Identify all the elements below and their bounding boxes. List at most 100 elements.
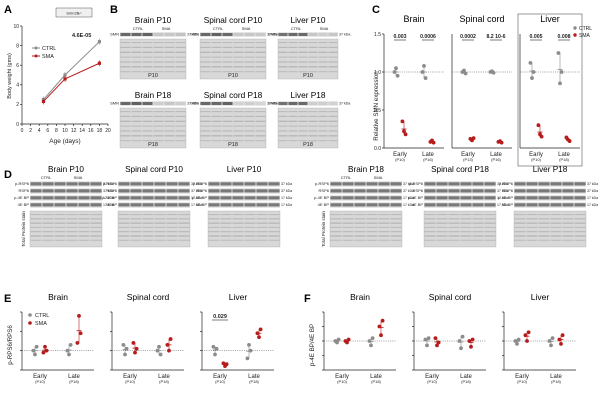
b-smn-band <box>153 33 164 36</box>
a-point-sma <box>97 61 101 65</box>
b-stain-band <box>131 120 142 122</box>
d-stain-band <box>154 226 166 228</box>
b-stain-band <box>244 42 255 44</box>
d-stain-band <box>550 235 562 237</box>
e-xtick-sub: (P18) <box>69 379 79 384</box>
d-stain-band <box>130 226 142 228</box>
b-stain-band <box>142 140 153 142</box>
d-stain-band <box>154 214 166 216</box>
d-stain-band <box>562 218 574 220</box>
b-smn-band <box>233 102 244 105</box>
f-xtick-sub: (P18) <box>461 379 471 384</box>
b-stain-band <box>328 71 338 73</box>
d-band <box>256 182 268 186</box>
b-stain-band <box>120 46 131 48</box>
d-row-bg <box>30 195 102 201</box>
d-stain-band <box>118 214 130 216</box>
d-band <box>366 196 378 200</box>
d-kda-label: 37 kDa <box>403 182 414 186</box>
d-stain-band <box>378 239 390 241</box>
d-band <box>484 189 496 193</box>
a-xtick-label: 4 <box>38 128 41 134</box>
d-stain-band <box>424 222 436 224</box>
d-stain-band <box>550 239 562 241</box>
d-stain-band <box>550 222 562 224</box>
b-stain-band <box>244 51 255 53</box>
b-smn-band <box>308 102 318 105</box>
d-stain-band <box>244 231 256 233</box>
b-stain-band <box>120 130 131 132</box>
b-stain-band <box>211 51 222 53</box>
c-data-point-sma <box>402 129 406 134</box>
a-point-sma <box>41 99 46 104</box>
d-stain-band <box>220 235 232 237</box>
b-smn-band <box>288 102 298 105</box>
d-stain-band <box>118 226 130 228</box>
b-smn-band <box>244 33 255 36</box>
b-smn-band <box>255 33 266 36</box>
d-stain-band <box>526 222 538 224</box>
d-band <box>118 189 130 193</box>
b-stain-band <box>318 42 328 44</box>
d-stain-band <box>66 235 78 237</box>
b-stain-band <box>164 140 175 142</box>
d-band <box>354 196 366 200</box>
d-band <box>436 182 448 186</box>
b-stain-band <box>153 61 164 63</box>
f-data-point-sma <box>526 330 531 335</box>
d-stain-band <box>574 239 586 241</box>
c-ytick-label: 0.0 <box>374 146 381 152</box>
b-stain-band <box>142 120 153 122</box>
a-xtick-label: 10 <box>62 128 68 134</box>
b-stain-band <box>233 42 244 44</box>
d-stain-band <box>448 218 460 220</box>
e-data-point-sma <box>255 331 260 336</box>
d-stain-band <box>256 214 268 216</box>
e-data-point-sma <box>44 348 49 353</box>
d-band <box>30 196 42 200</box>
d-blot-title: Brain P10 <box>48 165 84 174</box>
d-stain-band <box>484 235 496 237</box>
f-subplot-title: Brain <box>350 292 370 302</box>
d-row-label: p-RSP6 <box>15 181 30 186</box>
e-data-point-ctrl <box>214 346 219 351</box>
d-row-label: RSP6 <box>107 188 118 193</box>
b-stain-band <box>288 115 298 117</box>
b-stain-band <box>175 56 186 58</box>
b-stain-band <box>308 66 318 68</box>
d-stain-band <box>256 226 268 228</box>
b-stain-band <box>278 42 288 44</box>
d-band <box>208 182 220 186</box>
d-band <box>268 203 280 207</box>
b-stain-band <box>200 125 211 127</box>
d-stain-band <box>78 222 90 224</box>
b-stain-band <box>244 115 255 117</box>
d-stain-band <box>378 218 390 220</box>
d-kda-label: 37 kDa <box>281 189 292 193</box>
c-xtick-sub: (P13) <box>463 157 473 162</box>
b-timepoint-label: P18 <box>148 142 158 148</box>
b-stain-band <box>222 42 233 44</box>
d-row-label: 4E BP <box>196 202 208 207</box>
d-band <box>378 182 390 186</box>
d-stain-bg <box>29 210 103 248</box>
d-band <box>448 182 460 186</box>
c-xtick-label: Late <box>558 152 570 158</box>
c-data-point-ctrl <box>394 66 398 71</box>
b-stain-band <box>255 135 266 137</box>
d-stain-band <box>330 239 342 241</box>
d-band <box>220 182 232 186</box>
b-smn-label: SMN <box>110 101 119 106</box>
b-blot-title: Spinal cord P10 <box>204 15 263 25</box>
e-xtick-sub: (P10) <box>35 379 45 384</box>
b-stain-band <box>233 71 244 73</box>
d-band <box>90 203 102 207</box>
b-stain-band <box>278 61 288 63</box>
d-band <box>178 203 190 207</box>
panel-f-label: F <box>304 293 311 305</box>
d-band <box>78 189 90 193</box>
d-stain-band <box>30 222 42 224</box>
d-stain-band <box>244 235 256 237</box>
d-stain-band <box>256 239 268 241</box>
